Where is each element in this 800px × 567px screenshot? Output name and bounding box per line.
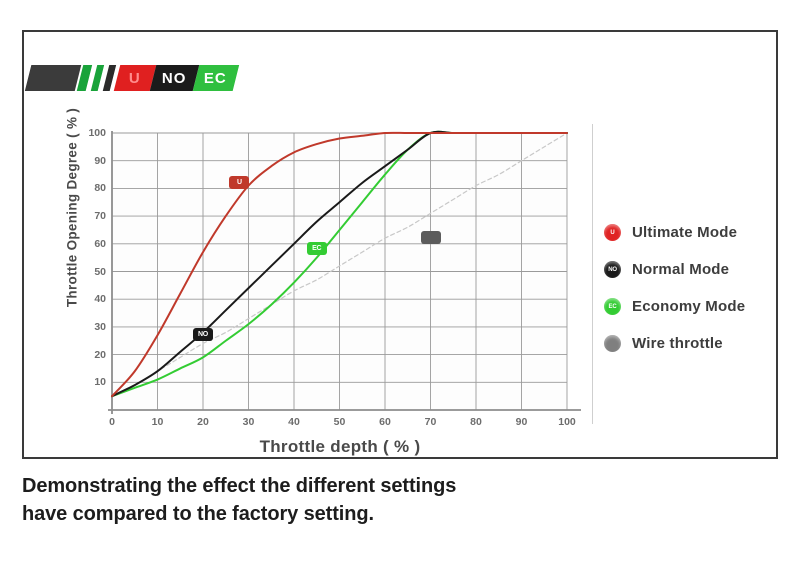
curve-badge-wire-throttle xyxy=(420,231,441,245)
caption-line-2: have compared to the factory setting. xyxy=(22,503,374,525)
red-dot-icon: U xyxy=(604,224,621,241)
curve-wire-throttle xyxy=(111,132,568,397)
x-tick-label-90: 90 xyxy=(515,416,528,428)
x-tick-label-40: 40 xyxy=(288,416,300,428)
gridlines xyxy=(112,132,568,410)
legend: U Ultimate Mode NO Normal Mode EC Economy Mod… xyxy=(604,214,784,362)
legend-label-0: Ultimate Mode xyxy=(632,224,738,241)
x-tick-label-20: 20 xyxy=(197,416,209,428)
legend-dot-code-2: EC xyxy=(608,303,617,310)
y-tick-label-80: 80 xyxy=(94,182,106,195)
y-tick-label-70: 70 xyxy=(94,210,106,223)
curve-ultimate-mode xyxy=(111,131,568,398)
x-tick-label-30: 30 xyxy=(242,416,255,428)
plot-svg xyxy=(108,130,581,414)
legend-label-3: Wire throttle xyxy=(632,335,723,352)
figure-panel: U NO EC Throttle Opening Degree ( % ) Th… xyxy=(22,30,778,459)
x-tick-label-10: 10 xyxy=(151,416,164,428)
curve-badge-ultimate-mode: U xyxy=(229,175,250,189)
x-axis-title: Throttle depth ( % ) xyxy=(259,437,421,456)
caption: Demonstrating the effect the different s… xyxy=(22,472,622,528)
y-tick-label-30: 30 xyxy=(94,320,106,333)
x-tick-label-100: 100 xyxy=(558,416,576,428)
green-dot-icon: EC xyxy=(604,298,621,315)
y-tick-label-10: 10 xyxy=(94,376,106,389)
x-tick-label-0: 0 xyxy=(109,416,115,428)
chart-area: Throttle Opening Degree ( % ) Throttle d… xyxy=(24,32,780,461)
y-tick-label-20: 20 xyxy=(94,348,106,361)
legend-item-normal-mode[interactable]: NO Normal Mode xyxy=(604,251,784,288)
x-tick-label-70: 70 xyxy=(424,416,437,428)
legend-label-1: Normal Mode xyxy=(632,261,730,278)
legend-dot-code-0: U xyxy=(610,229,615,236)
x-tick-label-50: 50 xyxy=(333,416,346,428)
legend-item-economy-mode[interactable]: EC Economy Mode xyxy=(604,288,784,325)
legend-dot-code-1: NO xyxy=(608,266,617,273)
x-tick-label-80: 80 xyxy=(470,416,482,428)
legend-item-wire-throttle[interactable]: Wire throttle xyxy=(604,325,784,362)
curve-badge-economy-mode: EC xyxy=(306,242,327,256)
y-tick-label-100: 100 xyxy=(88,127,106,139)
legend-label-2: Economy Mode xyxy=(632,298,746,315)
x-tick-label-60: 60 xyxy=(379,416,391,428)
y-tick-label-50: 50 xyxy=(94,265,106,278)
y-tick-label-60: 60 xyxy=(94,237,106,250)
legend-item-ultimate-mode[interactable]: U Ultimate Mode xyxy=(604,214,784,251)
gray-dot-icon xyxy=(604,335,621,352)
curve-badge-normal-mode: NO xyxy=(193,328,213,342)
y-tick-label-40: 40 xyxy=(94,293,106,306)
black-dot-icon: NO xyxy=(604,261,621,278)
legend-divider xyxy=(592,124,593,424)
y-tick-label-90: 90 xyxy=(94,154,106,167)
caption-line-1: Demonstrating the effect the different s… xyxy=(22,475,457,497)
